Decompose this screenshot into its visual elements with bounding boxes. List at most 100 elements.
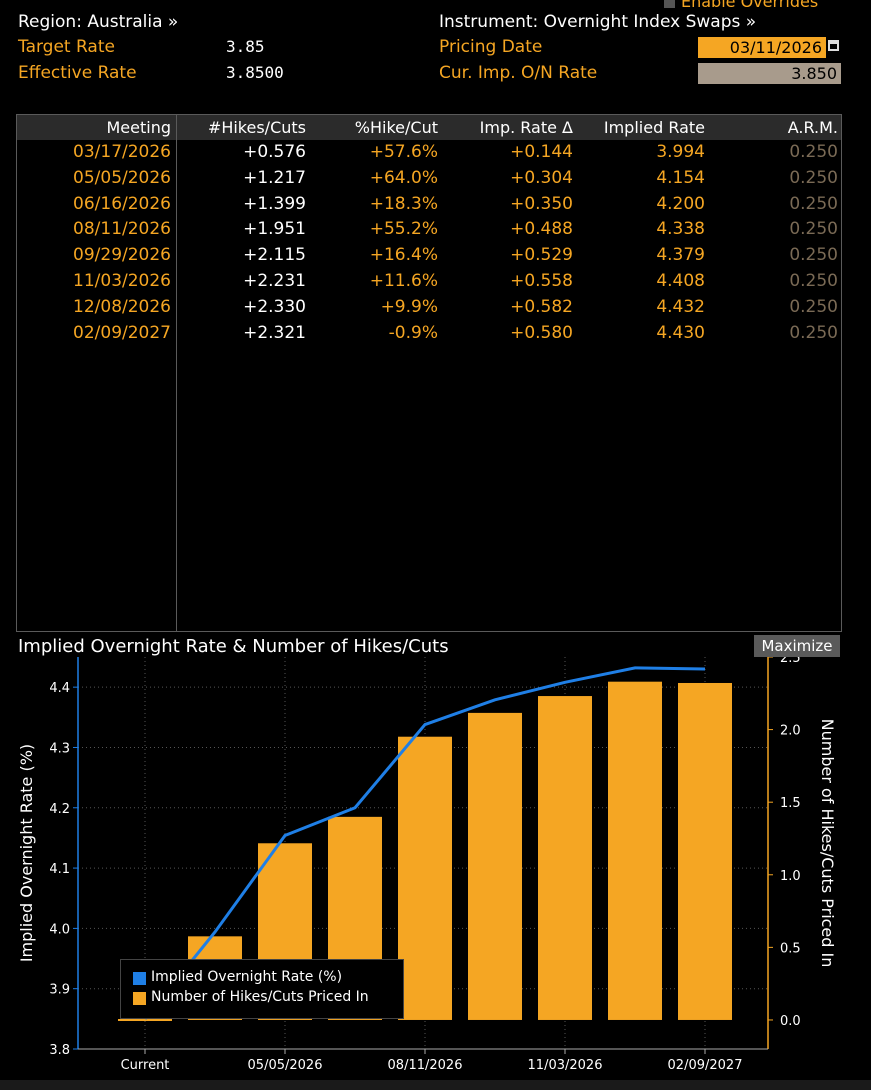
- instrument-selector[interactable]: Instrument: Overnight Index Swaps »: [439, 12, 757, 32]
- table-cell: +2.321: [243, 322, 306, 343]
- maximize-button[interactable]: Maximize: [754, 635, 840, 657]
- table-cell: +11.6%: [369, 271, 438, 291]
- cur-imp-rate-input[interactable]: 3.850: [698, 63, 841, 84]
- region-selector[interactable]: Region: Australia »: [18, 12, 179, 32]
- left-tick-label: 3.9: [49, 983, 70, 998]
- y2-axis-title: Number of Hikes/Cuts Priced In: [818, 719, 837, 968]
- th-meeting[interactable]: Meeting: [106, 118, 171, 137]
- pricing-date-label: Pricing Date: [439, 37, 543, 57]
- table-cell: 0.250: [789, 193, 838, 214]
- chart-bar: [538, 696, 592, 1020]
- table-cell: 0.250: [789, 271, 838, 291]
- chart-title: Implied Overnight Rate & Number of Hikes…: [18, 636, 449, 657]
- legend-swatch-rate: [133, 972, 146, 985]
- table-cell: +2.330: [243, 296, 306, 317]
- x-tick-label: 02/09/2027: [668, 1058, 743, 1073]
- table-cell: 08/11/2026: [73, 219, 171, 240]
- calendar-icon[interactable]: [828, 40, 839, 51]
- table-cell: 06/16/2026: [73, 193, 171, 214]
- rates-table: Meeting #Hikes/Cuts %Hike/Cut Imp. Rate Δ Im…: [16, 114, 842, 632]
- table-cell: 4.430: [656, 322, 705, 343]
- table-cell: 02/09/2027: [73, 322, 171, 343]
- table-cell: +2.231: [243, 271, 306, 291]
- table-cell: 0.250: [789, 245, 838, 266]
- legend-label-rate: Implied Overnight Rate (%): [151, 969, 343, 985]
- right-tick-label: 1.0: [780, 869, 801, 884]
- chart-legend: Implied Overnight Rate (%) Number of Hik…: [120, 959, 404, 1019]
- left-tick-label: 4.0: [49, 922, 70, 937]
- table-cell: 12/08/2026: [73, 296, 171, 317]
- x-tick-label: 11/03/2026: [528, 1058, 603, 1073]
- enable-overrides-checkbox[interactable]: Enable Overrides: [664, 0, 818, 11]
- y-axis-title: Implied Overnight Rate (%): [17, 744, 36, 962]
- table-header: [17, 115, 841, 140]
- table-cell: -0.9%: [388, 322, 438, 343]
- right-tick-label: 1.5: [780, 796, 801, 811]
- table-cell: 0.250: [789, 142, 838, 162]
- effective-rate-label: Effective Rate: [18, 63, 137, 83]
- checkbox-icon: [664, 0, 675, 8]
- right-tick-label: 0.0: [780, 1014, 801, 1029]
- table-cell: +0.144: [510, 142, 573, 162]
- chart-bar: [398, 736, 452, 1020]
- bottom-status-bar: [0, 1080, 871, 1090]
- table-cell: 03/17/2026: [73, 142, 171, 162]
- left-tick-label: 4.2: [49, 802, 70, 817]
- right-tick-label: 2.0: [780, 724, 801, 739]
- th-pct-hike-cut[interactable]: %Hike/Cut: [354, 118, 438, 137]
- chart-bar: [678, 682, 732, 1020]
- x-tick-label: 05/05/2026: [248, 1058, 323, 1073]
- left-tick-label: 4.3: [49, 741, 70, 756]
- x-tick-label: Current: [121, 1058, 170, 1073]
- table-cell: +64.0%: [369, 167, 438, 188]
- table-cell: +0.576: [243, 142, 306, 162]
- table-cell: +55.2%: [369, 219, 438, 240]
- target-rate-value: 3.85: [226, 37, 265, 56]
- table-cell: 4.200: [656, 193, 705, 214]
- pricing-date-input[interactable]: 03/11/2026: [698, 37, 826, 58]
- implied-rate-line: [143, 666, 706, 1020]
- table-cell: 09/29/2026: [73, 245, 171, 266]
- table-cell: +1.399: [243, 193, 306, 214]
- table-cell: 4.432: [656, 296, 705, 317]
- table-cell: +2.115: [243, 245, 306, 266]
- effective-rate-value: 3.8500: [226, 63, 284, 82]
- table-cell: 05/05/2026: [73, 167, 171, 188]
- left-tick-label: 3.8: [49, 1043, 70, 1058]
- th-hikes-cuts[interactable]: #Hikes/Cuts: [207, 118, 306, 137]
- table-cell: 0.250: [789, 296, 838, 317]
- table-cell: +0.304: [510, 167, 573, 188]
- th-implied-rate[interactable]: Implied Rate: [603, 118, 705, 137]
- table-cell: +1.217: [243, 167, 306, 188]
- table-cell: +0.488: [510, 219, 573, 240]
- enable-overrides-label: Enable Overrides: [681, 0, 819, 11]
- left-tick-label: 4.1: [49, 862, 70, 877]
- legend-swatch-hikes: [133, 992, 146, 1005]
- cur-imp-rate-label: Cur. Imp. O/N Rate: [439, 63, 598, 83]
- table-cell: 4.408: [656, 271, 705, 291]
- table-cell: 0.250: [789, 322, 838, 343]
- table-cell: 4.338: [656, 219, 705, 240]
- table-cell: +18.3%: [369, 193, 438, 214]
- table-cell: 4.154: [656, 167, 705, 188]
- table-cell: +1.951: [243, 219, 306, 240]
- x-tick-label: 08/11/2026: [388, 1058, 463, 1073]
- column-divider: [176, 115, 177, 631]
- implied-rate-chart: 3.8 3.9 4.0 4.1 4.2 4.3 4.4 0.0 0.5 1.0 1.5 2.0 2.5 C…: [17, 657, 837, 1073]
- table-cell: +0.350: [510, 193, 573, 214]
- th-arm[interactable]: A.R.M.: [787, 118, 838, 137]
- th-imp-rate-delta[interactable]: Imp. Rate Δ: [479, 118, 573, 137]
- table-cell: +57.6%: [369, 142, 438, 162]
- table-cell: 11/03/2026: [73, 271, 171, 291]
- table-cell: 4.379: [656, 245, 705, 266]
- chart-bar: [608, 681, 662, 1020]
- table-cell: +0.558: [510, 271, 573, 291]
- chart-bar: [468, 712, 522, 1020]
- table-cell: +0.582: [510, 296, 573, 317]
- right-tick-label: 0.5: [780, 941, 801, 956]
- target-rate-label: Target Rate: [18, 37, 115, 57]
- table-cell: +0.529: [510, 245, 573, 266]
- legend-label-hikes: Number of Hikes/Cuts Priced In: [151, 989, 369, 1005]
- table-cell: +0.580: [510, 322, 573, 343]
- table-cell: 0.250: [789, 167, 838, 188]
